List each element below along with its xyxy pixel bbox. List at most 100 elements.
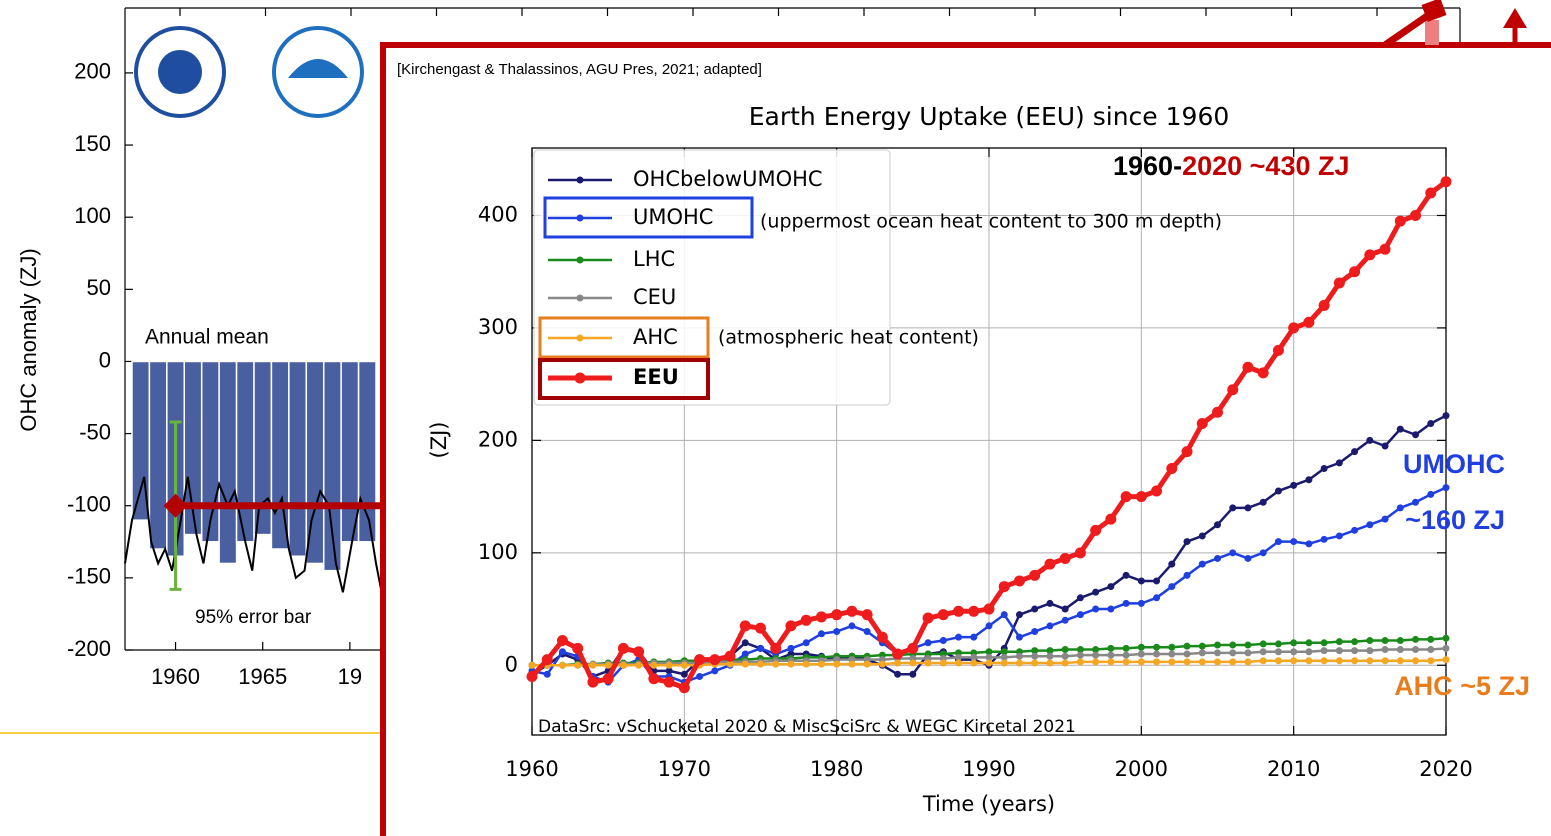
series-marker — [528, 661, 536, 669]
series-marker — [1425, 187, 1437, 199]
series-marker — [817, 630, 825, 638]
series-marker — [1440, 176, 1452, 188]
bar — [200, 360, 220, 543]
series-marker — [1229, 658, 1237, 666]
legend-box — [533, 149, 891, 406]
series-marker — [1274, 538, 1282, 546]
series-marker — [1092, 605, 1100, 613]
series-marker — [1335, 532, 1343, 540]
series-marker — [633, 646, 645, 658]
series-marker — [1366, 637, 1374, 645]
legend-highlight — [543, 196, 754, 239]
x-axis-label: Time (years) — [922, 792, 1055, 816]
series-marker — [1214, 641, 1221, 649]
y-axis-label: OHC anomaly (ZJ) — [16, 248, 41, 431]
series-marker — [1198, 642, 1206, 650]
series-marker — [1137, 643, 1145, 651]
series-marker — [1198, 560, 1206, 568]
bar — [357, 360, 377, 543]
series-marker — [635, 661, 643, 669]
legend-label: OHCbelowUMOHC — [633, 167, 823, 191]
series-marker — [939, 637, 947, 645]
series-marker — [924, 659, 932, 667]
series-marker — [1290, 657, 1298, 665]
series-marker — [1442, 412, 1450, 420]
series-marker — [1366, 657, 1374, 665]
series-marker — [1183, 650, 1191, 658]
y-tick-label: -100 — [67, 492, 111, 517]
series-marker — [543, 670, 551, 678]
series-marker — [1074, 547, 1086, 559]
series-marker — [770, 642, 782, 654]
series-marker — [1031, 659, 1039, 667]
series-marker — [1107, 651, 1115, 659]
legend-marker — [576, 294, 584, 302]
series-marker — [1137, 658, 1145, 666]
series-marker — [1259, 657, 1267, 665]
series-marker — [848, 622, 856, 630]
series-marker — [1333, 277, 1345, 289]
x-tick-label: 1970 — [658, 757, 711, 781]
series-marker — [1046, 599, 1054, 607]
series-marker — [1442, 484, 1450, 492]
series-marker — [1381, 637, 1389, 645]
series-marker — [1257, 367, 1269, 379]
series-marker — [1153, 643, 1161, 651]
series-marker — [1092, 651, 1100, 659]
series-marker — [861, 609, 873, 621]
series-marker — [1046, 652, 1054, 660]
series-marker — [1290, 648, 1298, 656]
series-marker — [1031, 605, 1039, 613]
series-marker — [1046, 647, 1054, 655]
series-marker — [1303, 316, 1315, 328]
series-marker — [1229, 549, 1237, 557]
series-marker — [802, 639, 810, 647]
series-marker — [1092, 588, 1100, 596]
series-marker — [892, 648, 904, 660]
series-marker — [1320, 639, 1328, 647]
series-marker — [1151, 485, 1163, 497]
series-marker — [755, 622, 766, 634]
series-marker — [955, 633, 963, 641]
series-marker — [1259, 640, 1267, 648]
series-marker — [985, 648, 993, 656]
series-marker — [526, 671, 538, 683]
series-marker — [1166, 462, 1178, 474]
annotation-part: AHC — [1394, 671, 1453, 701]
series-marker — [1181, 446, 1193, 458]
y-axis-label: (ZJ) — [427, 422, 451, 459]
bar — [340, 360, 360, 543]
legend-marker — [576, 256, 584, 264]
series-marker — [1061, 659, 1069, 667]
eeu-annotations: 1960-2020 ~430 ZJ UMOHC ~160 ZJ AHC ~5 Z… — [538, 151, 1530, 737]
series-marker — [1137, 650, 1145, 658]
series-marker — [1335, 638, 1343, 646]
legend-label: UMOHC — [633, 205, 713, 229]
series-marker — [1290, 538, 1298, 546]
series-marker — [1351, 638, 1359, 646]
series-marker — [1320, 647, 1328, 655]
series-marker — [1168, 583, 1176, 591]
series-marker — [1351, 657, 1359, 665]
series-marker — [1015, 659, 1023, 667]
legend-marker — [574, 372, 586, 384]
series-marker — [1015, 611, 1023, 619]
series-marker — [1320, 535, 1328, 543]
annotation: ~160 ZJ — [1405, 505, 1505, 535]
series-marker — [1000, 659, 1008, 667]
series-marker — [1168, 560, 1176, 568]
annotation: Annual mean — [145, 326, 269, 349]
series-marker — [558, 648, 566, 656]
legend-highlight — [538, 358, 710, 400]
annotation-part: 2020 — [1182, 151, 1242, 181]
series-marker — [1061, 605, 1069, 613]
series-marker — [741, 650, 749, 658]
series-marker — [1335, 647, 1343, 655]
series-marker — [1229, 649, 1237, 657]
series-marker — [1122, 644, 1130, 652]
series-marker — [1351, 647, 1359, 655]
series-marker — [1442, 656, 1450, 664]
series-marker — [1290, 481, 1298, 489]
y-tick-label: -200 — [67, 636, 111, 661]
series-marker — [1198, 649, 1206, 657]
